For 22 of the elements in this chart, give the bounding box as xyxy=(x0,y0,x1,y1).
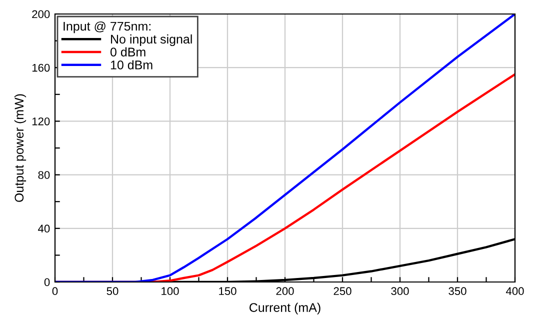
x-axis-title: Current (mA) xyxy=(250,302,320,314)
x-tick-label: 250 xyxy=(334,287,352,296)
x-tick-label: 200 xyxy=(276,287,294,296)
y-tick-label: 0 xyxy=(44,278,50,286)
legend-label: No input signal xyxy=(111,34,192,46)
y-tick-label: 160 xyxy=(32,64,50,72)
x-tick-label: 300 xyxy=(391,287,409,296)
legend-label: 10 dBm xyxy=(110,60,152,70)
legend-title: Input @ 775nm: xyxy=(64,22,150,34)
x-tick-label: 150 xyxy=(219,287,236,296)
y-tick-label: 40 xyxy=(38,224,50,233)
x-tick-label: 100 xyxy=(162,287,179,296)
x-tick-label: 350 xyxy=(448,287,466,296)
x-tick-label: 0 xyxy=(52,287,58,296)
y-tick-label: 200 xyxy=(32,10,50,18)
x-tick-label: 400 xyxy=(506,287,524,296)
y-axis-title: Output power (mW) xyxy=(14,94,26,202)
y-tick-label: 80 xyxy=(38,171,50,179)
line-series xyxy=(55,14,515,282)
x-tick-label: 50 xyxy=(106,287,118,296)
y-tick-label: 120 xyxy=(32,117,50,126)
legend-label: 0 dBm xyxy=(110,47,146,56)
